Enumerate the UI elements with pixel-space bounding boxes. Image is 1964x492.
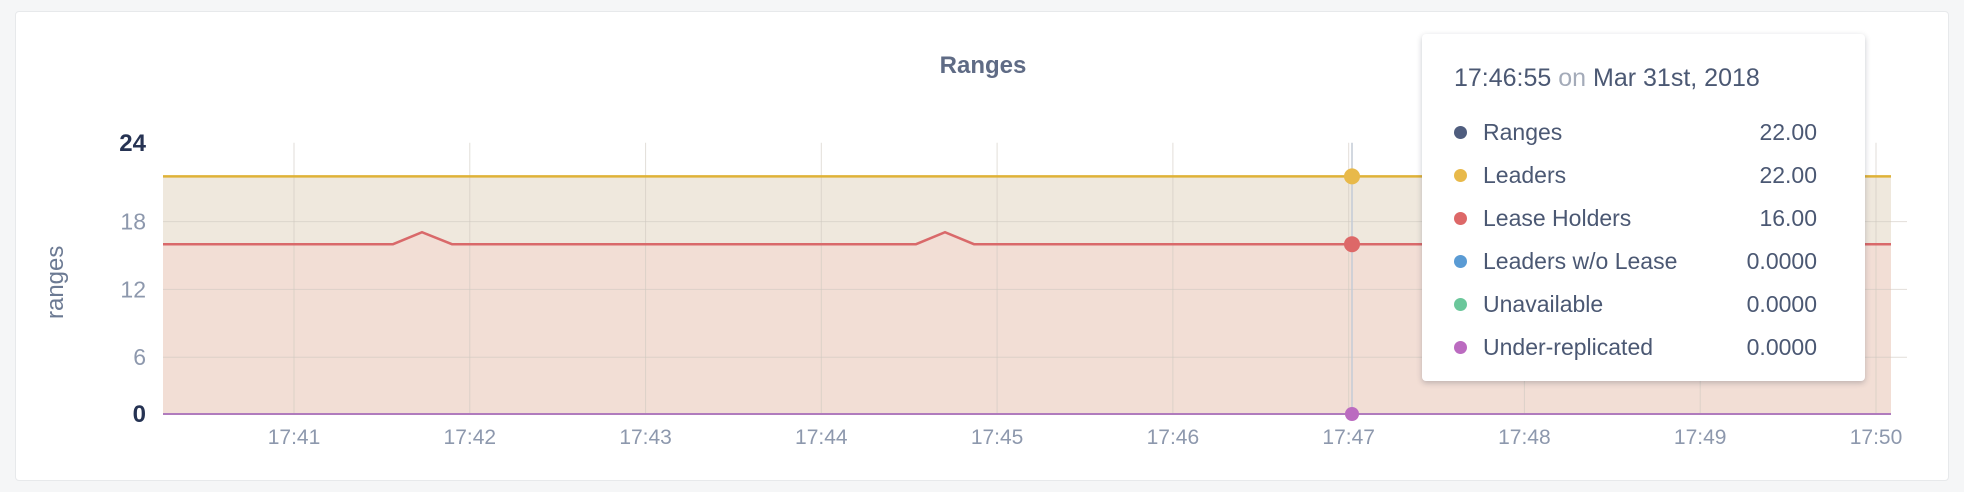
svg-text:17:43: 17:43: [619, 426, 672, 449]
svg-text:0: 0: [133, 401, 146, 428]
svg-text:18: 18: [120, 209, 146, 235]
svg-text:17:46: 17:46: [1147, 426, 1200, 449]
svg-text:17:45: 17:45: [971, 426, 1024, 449]
svg-text:17:48: 17:48: [1498, 426, 1551, 449]
svg-text:17:50: 17:50: [1850, 426, 1903, 449]
svg-text:17:42: 17:42: [444, 426, 497, 449]
svg-text:17:49: 17:49: [1674, 426, 1727, 449]
svg-text:24: 24: [119, 130, 146, 157]
svg-text:6: 6: [133, 344, 146, 370]
svg-text:12: 12: [120, 276, 146, 302]
svg-text:17:41: 17:41: [268, 426, 321, 449]
svg-text:17:44: 17:44: [795, 426, 848, 449]
svg-text:17:47: 17:47: [1322, 426, 1375, 449]
